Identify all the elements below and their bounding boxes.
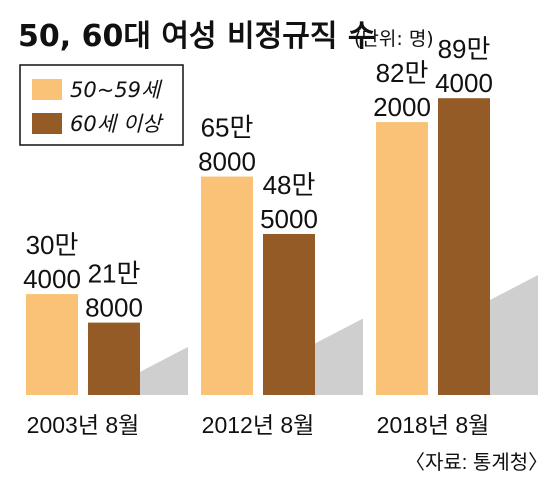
bar-1-1 [263, 233, 315, 395]
chart-title: 50, 60대 여성 비정규직 수 [18, 19, 375, 54]
bar-shadow [315, 318, 363, 395]
bar-0-1 [201, 176, 253, 395]
value-label: 8000 [198, 147, 256, 177]
value-label: 4000 [23, 264, 81, 294]
category-label: 2003년 8월 [27, 412, 140, 438]
category-label: 2012년 8월 [202, 412, 315, 438]
bar-1-0 [88, 322, 140, 395]
value-label: 5000 [260, 204, 318, 234]
legend-swatch-1 [32, 113, 62, 134]
bar-1-2 [438, 98, 490, 395]
legend-swatch-0 [32, 79, 62, 100]
legend: 50~59세 60세 이상 [19, 64, 184, 146]
category-label: 2018년 8월 [377, 412, 490, 438]
bar-shadows [140, 275, 538, 395]
bar-0-2 [376, 122, 428, 395]
value-label: 48만 [263, 170, 316, 200]
value-label: 65만 [201, 113, 254, 143]
bars [26, 98, 490, 395]
value-label: 89만 [438, 34, 491, 64]
legend-label-1: 60세 이상 [70, 112, 164, 136]
source-label: 〈자료: 통계청〉 [405, 451, 548, 474]
value-label: 30만 [26, 230, 79, 260]
bar-shadow [140, 346, 188, 395]
value-label: 8000 [85, 293, 143, 323]
value-label: 2000 [373, 92, 431, 122]
value-label: 82만 [376, 58, 429, 88]
value-label: 4000 [435, 68, 493, 98]
unit-label: (단위: 명) [354, 28, 434, 50]
legend-label-0: 50~59세 [70, 78, 163, 102]
value-label: 21만 [88, 259, 141, 289]
bar-0-0 [26, 294, 78, 395]
bar-shadow [490, 275, 538, 395]
category-labels: 2003년 8월 2012년 8월 2018년 8월 [27, 412, 490, 438]
